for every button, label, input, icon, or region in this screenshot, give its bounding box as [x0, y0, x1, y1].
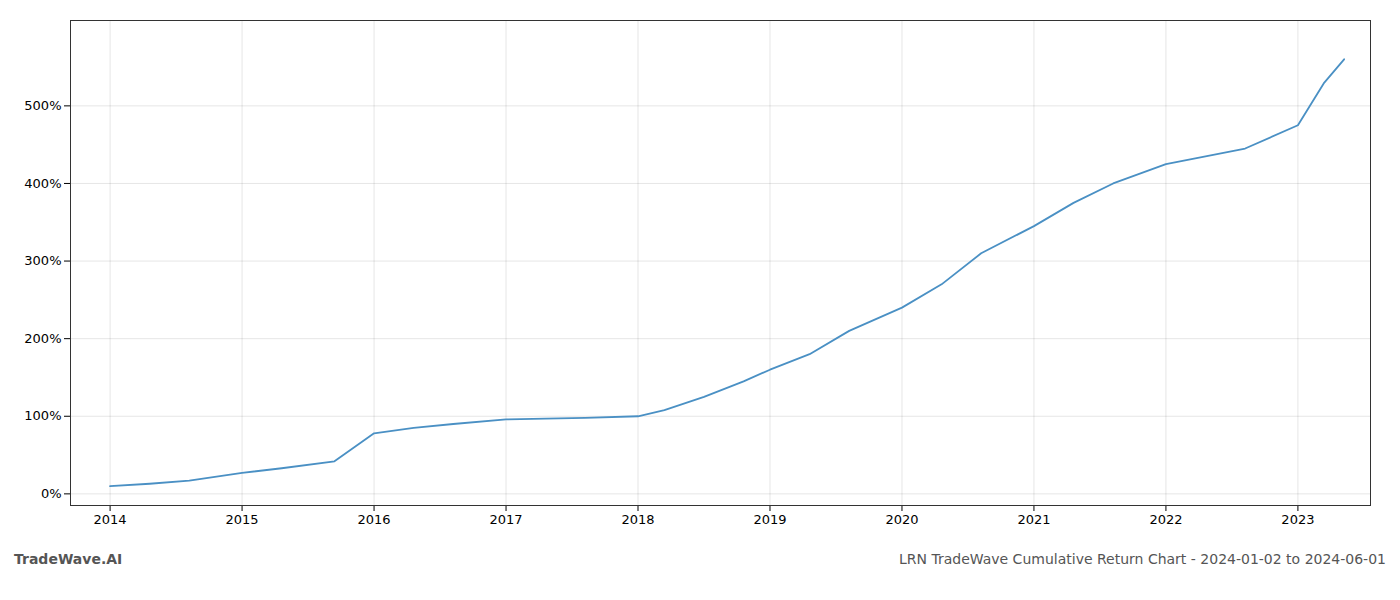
svg-text:2021: 2021 [1017, 512, 1050, 527]
svg-text:300%: 300% [24, 253, 61, 268]
html-text:TradeWave.AI: TradeWave.AI [14, 551, 123, 567]
svg-text:2018: 2018 [621, 512, 654, 527]
svg-text:2020: 2020 [885, 512, 918, 527]
svg-text:100%: 100% [24, 408, 61, 423]
html-text:LRN TradeWave Cumulative Retur: LRN TradeWave Cumulative Return Chart - … [899, 551, 1386, 567]
svg-text:2016: 2016 [358, 512, 391, 527]
svg-text:2014: 2014 [94, 512, 127, 527]
svg-text:500%: 500% [24, 98, 61, 113]
svg-text:2022: 2022 [1149, 512, 1182, 527]
svg-text:2023: 2023 [1281, 512, 1314, 527]
svg-text:200%: 200% [24, 331, 61, 346]
svg-text:2019: 2019 [753, 512, 786, 527]
svg-text:400%: 400% [24, 176, 61, 191]
svg-text:2017: 2017 [489, 512, 522, 527]
svg-text:2015: 2015 [226, 512, 259, 527]
svg-text:0%: 0% [41, 486, 62, 501]
